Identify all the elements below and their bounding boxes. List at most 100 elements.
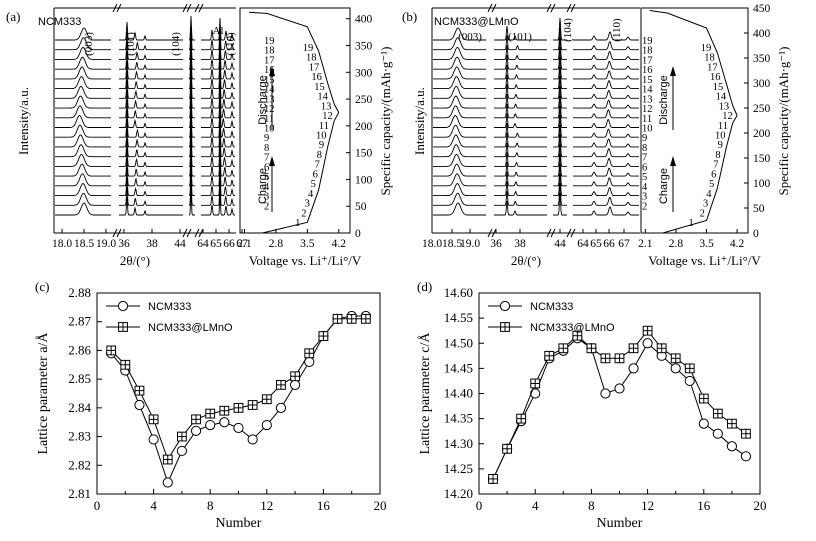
axis-break: [112, 3, 118, 13]
xrd-tick-label: 65: [210, 238, 222, 250]
curve-number: 7: [713, 160, 718, 171]
xrd-trace: [573, 148, 639, 158]
data-point: [176, 445, 187, 457]
data-point: [304, 348, 315, 359]
xrd-trace: [573, 138, 639, 148]
data-point: [516, 413, 527, 424]
xrd-trace: [494, 74, 547, 90]
xrd-trace: [573, 167, 639, 177]
data-point: [741, 428, 751, 439]
xrd-trace: [573, 177, 639, 187]
xrd-trace: [201, 163, 235, 187]
scan-number: 9: [264, 133, 269, 144]
panel-label: (c): [35, 279, 49, 294]
xrd-trace: [55, 56, 111, 70]
curve-number: 17: [309, 62, 320, 73]
curve-number: 14: [716, 92, 727, 103]
legend-entry: NCM333@LMnO: [148, 322, 233, 334]
xrd-x-axis-label: 2θ/(°): [120, 253, 150, 268]
data-point: [572, 330, 583, 341]
xrd-trace: [573, 186, 639, 197]
scan-number: 17: [642, 55, 653, 66]
xrd-trace: [189, 152, 195, 177]
xrd-trace: [188, 54, 195, 80]
xrd-trace: [201, 134, 235, 158]
xrd-trace: [553, 154, 567, 177]
xrd-trace: [494, 84, 547, 99]
curve-number: 13: [719, 101, 730, 112]
xrd-trace: [55, 105, 111, 119]
xrd-trace: [188, 93, 195, 119]
peak-label: (101): [125, 32, 137, 56]
xrd-trace: [553, 163, 567, 187]
scan-number: 14: [642, 85, 653, 96]
data-point: [276, 379, 286, 390]
data-point: [134, 399, 145, 411]
xrd-trace: [119, 70, 183, 90]
x-tick-label: 4: [150, 498, 157, 513]
xrd-trace: [433, 192, 486, 206]
xrd-tick-label: 36: [490, 238, 502, 250]
curve-number: 18: [704, 53, 715, 64]
data-point: [177, 431, 187, 442]
xrd-trace: [494, 113, 547, 128]
xrd-tick-label: 38: [146, 238, 158, 250]
panel-label: (b): [402, 9, 417, 24]
xrd-trace: [188, 45, 195, 70]
capacity-tick-label: 300: [355, 67, 373, 79]
xrd-trace: [201, 192, 235, 216]
scan-number: 16: [264, 65, 275, 76]
data-point: [120, 359, 131, 370]
x-tick-label: 8: [207, 498, 214, 513]
xrd-trace: [433, 76, 486, 90]
scan-number: 5: [642, 172, 647, 183]
xrd-trace: [573, 109, 639, 119]
peak-label: (101): [508, 31, 532, 43]
data-point: [500, 322, 510, 332]
data-point: [162, 454, 173, 465]
x-tick-label: 0: [476, 498, 483, 513]
scan-number: 2: [642, 201, 647, 212]
capacity-tick-label: 350: [355, 41, 373, 53]
xrd-trace: [119, 119, 183, 138]
xrd-trace: [201, 124, 235, 148]
xrd-trace: [433, 47, 486, 60]
xrd-trace: [494, 142, 547, 158]
xrd-trace: [119, 128, 183, 148]
legend: NCM333 NCM333@LMnO: [488, 300, 615, 334]
xrd-trace: [433, 27, 486, 41]
y-tick-label: 14.40: [444, 386, 473, 401]
scan-number: 19: [264, 36, 275, 47]
scan-number: 4: [642, 182, 648, 193]
scan-number: 6: [264, 162, 269, 173]
data-point: [656, 343, 667, 354]
xrd-tick-label: 18.0: [422, 238, 442, 250]
xrd-trace: [494, 123, 547, 138]
xrd-trace: [55, 37, 111, 51]
xrd-trace: [494, 35, 547, 51]
capacity-tick-label: 100: [355, 174, 373, 186]
data-point: [614, 353, 625, 364]
curve-number: 12: [322, 111, 333, 122]
xrd-trace: [55, 183, 111, 197]
xrd-trace: [55, 76, 111, 90]
curve-number: 5: [311, 179, 316, 190]
xrd-trace: [494, 103, 547, 119]
y-tick-label: 2.83: [68, 429, 91, 444]
xrd-trace: [494, 64, 547, 80]
scan-number: 7: [642, 153, 647, 164]
x-tick-label: 16: [317, 498, 331, 513]
scan-number: 12: [642, 104, 653, 115]
x-tick-label: 12: [260, 498, 273, 513]
xrd-trace: [553, 27, 567, 51]
scan-number: 15: [642, 75, 653, 86]
axis-break: [487, 228, 493, 238]
scan-number: 8: [642, 143, 647, 154]
capacity-tick-label: 0: [355, 228, 361, 240]
xrd-trace: [553, 17, 567, 41]
xrd-trace: [201, 76, 235, 99]
y-tick-label: 2.81: [68, 486, 91, 501]
xrd-trace: [573, 79, 639, 90]
data-point: [670, 363, 681, 374]
curve-number: 4: [706, 189, 712, 200]
